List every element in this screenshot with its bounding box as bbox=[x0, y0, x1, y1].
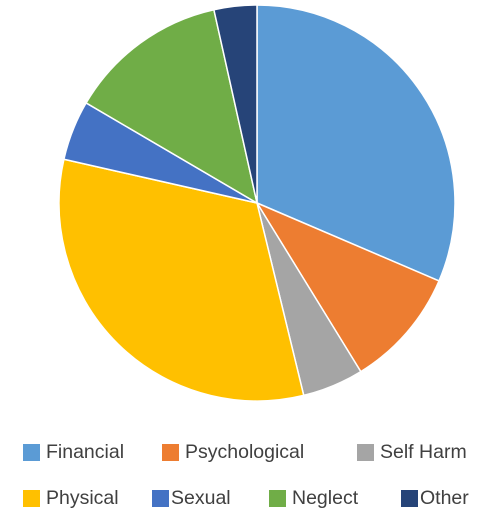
legend-row-1: Financial Psychological Self Harm bbox=[0, 437, 489, 467]
legend-item-other: Other bbox=[401, 483, 469, 513]
pie-slice-physical bbox=[58, 158, 305, 402]
legend-item-self-harm: Self Harm bbox=[357, 437, 467, 467]
pie-slice-financial bbox=[256, 4, 456, 282]
pie-slice-psychological bbox=[256, 202, 440, 373]
pie-slice-other bbox=[213, 4, 258, 204]
legend-swatch-financial bbox=[23, 443, 40, 461]
pie-slice-neglect bbox=[85, 9, 258, 204]
legend-item-physical: Physical bbox=[23, 483, 119, 513]
legend-swatch-other bbox=[401, 489, 418, 507]
legend-swatch-psychological bbox=[162, 443, 179, 461]
legend-row-2: Physical Sexual Neglect Other bbox=[0, 483, 489, 513]
legend-swatch-self-harm bbox=[357, 443, 374, 461]
legend-swatch-neglect bbox=[269, 489, 286, 507]
legend-label-physical: Physical bbox=[46, 487, 119, 509]
legend-label-self-harm: Self Harm bbox=[380, 441, 467, 463]
legend-item-sexual: Sexual bbox=[152, 483, 231, 513]
legend-label-financial: Financial bbox=[46, 441, 125, 463]
legend-item-financial: Financial bbox=[23, 437, 124, 467]
legend-label-sexual: Sexual bbox=[171, 487, 231, 509]
legend-item-neglect: Neglect bbox=[269, 483, 358, 513]
legend-label-other: Other bbox=[420, 487, 469, 509]
legend-item-psychological: Psychological bbox=[162, 437, 304, 467]
pie-slices bbox=[58, 4, 456, 402]
legend-swatch-sexual bbox=[152, 489, 169, 507]
legend-label-neglect: Neglect bbox=[292, 487, 359, 509]
legend-label-psychological: Psychological bbox=[185, 441, 305, 463]
legend-swatch-physical bbox=[23, 489, 40, 507]
pie-chart bbox=[58, 4, 456, 402]
